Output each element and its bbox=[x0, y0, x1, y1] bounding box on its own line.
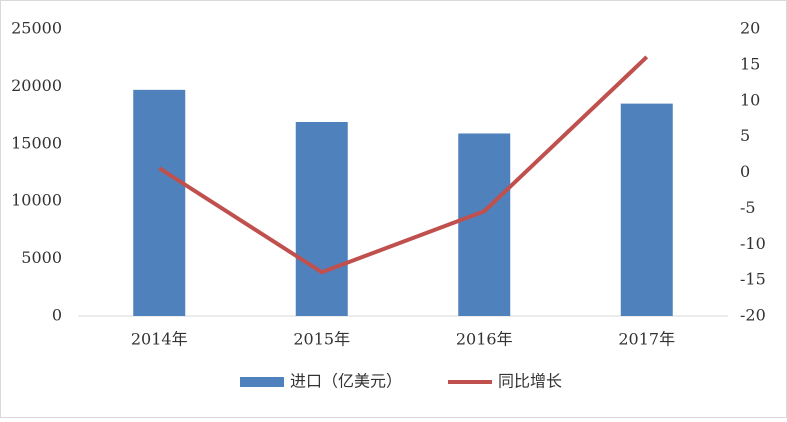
x-tick-label: 2015年 bbox=[293, 330, 350, 349]
bar bbox=[133, 89, 186, 317]
y2-tick-label: -5 bbox=[740, 198, 756, 217]
bar bbox=[458, 133, 511, 316]
y2-tick-label: 10 bbox=[740, 90, 760, 109]
y-tick-label: 25000 bbox=[11, 19, 62, 38]
y2-tick-label: -15 bbox=[740, 270, 766, 289]
y2-tick-label: 5 bbox=[740, 126, 750, 145]
y-tick-label: 0 bbox=[52, 306, 62, 325]
y2-tick-label: 15 bbox=[740, 54, 760, 73]
y2-tick-label: -10 bbox=[740, 234, 766, 253]
y2-tick-label: -20 bbox=[740, 306, 766, 325]
legend-label: 同比增长 bbox=[498, 372, 562, 391]
line bbox=[158, 55, 649, 275]
y2-tick-label: 20 bbox=[740, 19, 760, 38]
y-tick-label: 15000 bbox=[11, 133, 62, 152]
x-tick-label: 2017年 bbox=[618, 330, 675, 349]
x-tick-label: 2014年 bbox=[131, 330, 188, 349]
bar bbox=[295, 121, 348, 316]
legend-swatch bbox=[240, 377, 284, 387]
bar bbox=[620, 103, 673, 317]
y-tick-label: 5000 bbox=[21, 248, 62, 267]
y2-tick-label: 0 bbox=[740, 162, 750, 181]
legend-label: 进口（亿美元） bbox=[290, 372, 402, 391]
y-tick-label: 10000 bbox=[11, 191, 62, 210]
x-tick-label: 2016年 bbox=[456, 330, 513, 349]
y-tick-label: 20000 bbox=[11, 76, 62, 95]
